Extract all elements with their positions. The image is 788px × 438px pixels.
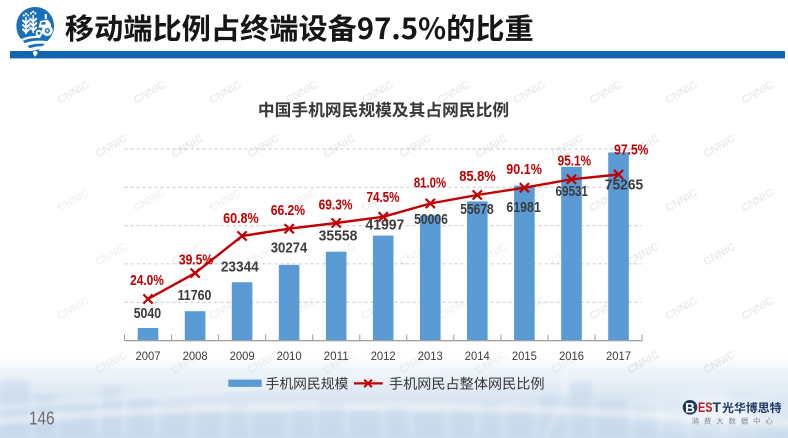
svg-text:85.8%: 85.8% bbox=[459, 168, 496, 185]
svg-text:30274: 30274 bbox=[271, 239, 308, 256]
svg-text:2013: 2013 bbox=[418, 350, 443, 363]
svg-text:CNNIC: CNNIC bbox=[664, 79, 700, 107]
svg-text:CNNIC: CNNIC bbox=[94, 133, 130, 161]
svg-text:B: B bbox=[685, 400, 695, 415]
svg-text:81.0%: 81.0% bbox=[414, 175, 446, 192]
svg-text:90.1%: 90.1% bbox=[506, 161, 542, 178]
svg-text:T: T bbox=[713, 400, 722, 415]
svg-text:2007: 2007 bbox=[136, 350, 161, 363]
svg-text:2015: 2015 bbox=[512, 350, 537, 363]
svg-text:CNNIC: CNNIC bbox=[132, 187, 168, 215]
svg-text:2010: 2010 bbox=[277, 350, 302, 363]
svg-text:2012: 2012 bbox=[371, 350, 396, 363]
svg-text:CNNIC: CNNIC bbox=[170, 133, 206, 161]
svg-text:CNNIC: CNNIC bbox=[56, 79, 92, 107]
svg-text:50006: 50006 bbox=[414, 211, 448, 228]
svg-text:2008: 2008 bbox=[183, 350, 208, 363]
svg-text:66.2%: 66.2% bbox=[271, 202, 305, 219]
svg-text:CNNIC: CNNIC bbox=[436, 79, 472, 107]
svg-text:CNNIC: CNNIC bbox=[702, 241, 738, 269]
svg-text:CNNIC: CNNIC bbox=[398, 133, 434, 161]
svg-text:ES: ES bbox=[698, 400, 713, 415]
svg-text:39.5%: 39.5% bbox=[179, 252, 213, 269]
svg-text:2014: 2014 bbox=[465, 350, 491, 363]
svg-text:23344: 23344 bbox=[221, 259, 259, 276]
svg-text:CNNIC: CNNIC bbox=[56, 295, 92, 323]
svg-text:24.0%: 24.0% bbox=[130, 272, 164, 289]
svg-text:41997: 41997 bbox=[366, 217, 405, 234]
svg-text:2011: 2011 bbox=[324, 350, 349, 363]
svg-text:CNNIC: CNNIC bbox=[664, 187, 700, 215]
svg-text:2016: 2016 bbox=[559, 350, 584, 363]
svg-text:69531: 69531 bbox=[556, 183, 588, 200]
svg-text:CNNIC: CNNIC bbox=[322, 133, 358, 161]
svg-text:CNNIC: CNNIC bbox=[702, 133, 738, 161]
svg-text:35558: 35558 bbox=[319, 228, 358, 245]
svg-text:CNNIC: CNNIC bbox=[132, 79, 168, 107]
svg-text:CNNIC: CNNIC bbox=[94, 241, 130, 269]
svg-text:60.8%: 60.8% bbox=[223, 210, 259, 227]
svg-text:CNNIC: CNNIC bbox=[208, 79, 244, 107]
svg-text:75265: 75265 bbox=[605, 176, 643, 193]
svg-text:74.5%: 74.5% bbox=[367, 189, 400, 206]
svg-text:CNNIC: CNNIC bbox=[56, 187, 92, 215]
svg-text:69.3%: 69.3% bbox=[319, 196, 353, 213]
svg-text:61981: 61981 bbox=[506, 199, 541, 216]
svg-text:CNNIC: CNNIC bbox=[740, 79, 776, 107]
svg-text:CNNIC: CNNIC bbox=[436, 295, 472, 323]
svg-text:CNNIC: CNNIC bbox=[360, 79, 396, 107]
svg-text:CNNIC: CNNIC bbox=[740, 295, 776, 323]
svg-text:CNNIC: CNNIC bbox=[740, 187, 776, 215]
svg-text:CNNIC: CNNIC bbox=[664, 295, 700, 323]
svg-text:5040: 5040 bbox=[134, 305, 161, 322]
svg-text:2009: 2009 bbox=[230, 350, 255, 363]
svg-text:97.5%: 97.5% bbox=[614, 141, 648, 158]
svg-text:CNNIC: CNNIC bbox=[626, 241, 662, 269]
svg-text:11760: 11760 bbox=[178, 287, 212, 304]
svg-text:CNNIC: CNNIC bbox=[474, 133, 510, 161]
svg-text:146: 146 bbox=[29, 408, 55, 429]
svg-text:CNNIC: CNNIC bbox=[512, 79, 548, 107]
svg-text:CNNIC: CNNIC bbox=[246, 133, 282, 161]
svg-text:2017: 2017 bbox=[606, 350, 631, 363]
svg-text:95.1%: 95.1% bbox=[558, 153, 592, 170]
svg-text:55678: 55678 bbox=[460, 201, 494, 218]
svg-text:CNNIC: CNNIC bbox=[588, 79, 624, 107]
